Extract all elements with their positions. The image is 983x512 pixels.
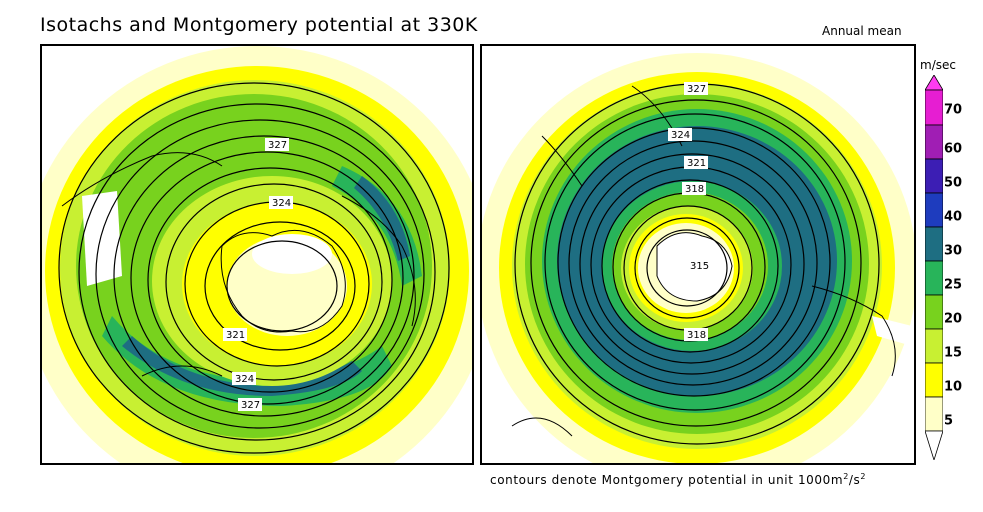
- sh-label-box-1: [684, 82, 708, 95]
- sh-contour-labels: 327 324 321 318 315 318: [668, 82, 711, 341]
- sh-contour-label: 318: [685, 184, 704, 195]
- colorbar-swatch-60: [925, 124, 943, 160]
- sh-label-box-3: [684, 156, 708, 169]
- colorbar-swatch-40: [925, 192, 943, 228]
- nh-contour-labels: 327 324 321 324 327: [223, 138, 293, 411]
- footnote-exponent: 2: [843, 472, 849, 481]
- nh-map-svg: 327 324 321 324 327: [42, 46, 472, 463]
- colorbar-label-40: 40: [944, 209, 963, 225]
- colorbar-label-10: 10: [944, 379, 963, 395]
- map-panel-northern-hemisphere: 327 324 321 324 327: [40, 44, 474, 465]
- colorbar-swatch-20: [925, 294, 943, 330]
- colorbar-bottom-triangle: [925, 430, 943, 460]
- colorbar-label-60: 60: [944, 141, 963, 157]
- colorbar-unit-label: m/sec: [920, 58, 956, 72]
- footnote-text-2: /s: [848, 473, 861, 487]
- colorbar-label-30: 30: [944, 243, 963, 259]
- nh-contour-label: 324: [272, 198, 291, 209]
- colorbar-swatch-10: [925, 362, 943, 398]
- nh-label-box-5: [238, 398, 262, 411]
- sh-contour-label: 315: [690, 261, 709, 272]
- nh-label-box-1: [265, 138, 289, 151]
- colorbar-swatch-5: [925, 396, 943, 432]
- sh-label-box-6: [684, 328, 708, 341]
- colorbar-label-15: 15: [944, 345, 963, 361]
- chart-subtitle: Annual mean: [822, 24, 902, 38]
- sh-map-svg: 327 324 321 318 315 318: [482, 53, 914, 463]
- sh-contour-label: 327: [687, 84, 706, 95]
- nh-contour-label: 324: [235, 374, 254, 385]
- sh-coastlines: [511, 85, 896, 437]
- nh-contours: [58, 82, 450, 454]
- colorbar-swatch-15: [925, 328, 943, 364]
- nh-label-box-3: [223, 328, 247, 341]
- colorbar-swatch-50: [925, 158, 943, 194]
- colorbar-label-5: 5: [944, 413, 954, 429]
- chart-title: Isotachs and Montgomery potential at 330…: [40, 14, 478, 36]
- nh-coastlines: [61, 152, 416, 377]
- nh-label-box-4: [232, 372, 256, 385]
- colorbar-label-20: 20: [944, 311, 963, 327]
- colorbar-swatch-25: [925, 260, 943, 296]
- colorbar-swatch-30: [925, 226, 943, 262]
- sh-contours: [514, 83, 880, 445]
- sh-label-box-5: [687, 259, 711, 272]
- footnote-text: contours denote Montgomery potential in …: [490, 473, 844, 487]
- colorbar: [925, 75, 943, 460]
- footnote-exponent-2: 2: [860, 472, 867, 481]
- sh-label-box-2: [668, 128, 692, 141]
- colorbar-label-70: 70: [944, 102, 963, 118]
- map-panel-southern-hemisphere: 327 324 321 318 315 318: [480, 44, 916, 465]
- nh-contour-label: 327: [268, 140, 287, 151]
- nh-white-patch: [82, 191, 122, 286]
- sh-contour-label: 318: [687, 330, 706, 341]
- nh-contour-label: 321: [226, 330, 245, 341]
- sh-contour-label: 324: [671, 130, 690, 141]
- nh-pole-white: [252, 234, 332, 274]
- colorbar-top-triangle: [925, 75, 943, 91]
- nh-contour-label: 327: [241, 400, 260, 411]
- nh-label-box-2: [269, 196, 293, 209]
- footnote: contours denote Montgomery potential in …: [490, 472, 866, 487]
- sh-label-box-4: [682, 182, 706, 195]
- sh-contour-label: 321: [687, 158, 706, 169]
- colorbar-label-50: 50: [944, 175, 963, 191]
- colorbar-label-25: 25: [944, 277, 963, 293]
- sh-white-patch: [872, 316, 912, 346]
- colorbar-swatch-70: [925, 89, 943, 126]
